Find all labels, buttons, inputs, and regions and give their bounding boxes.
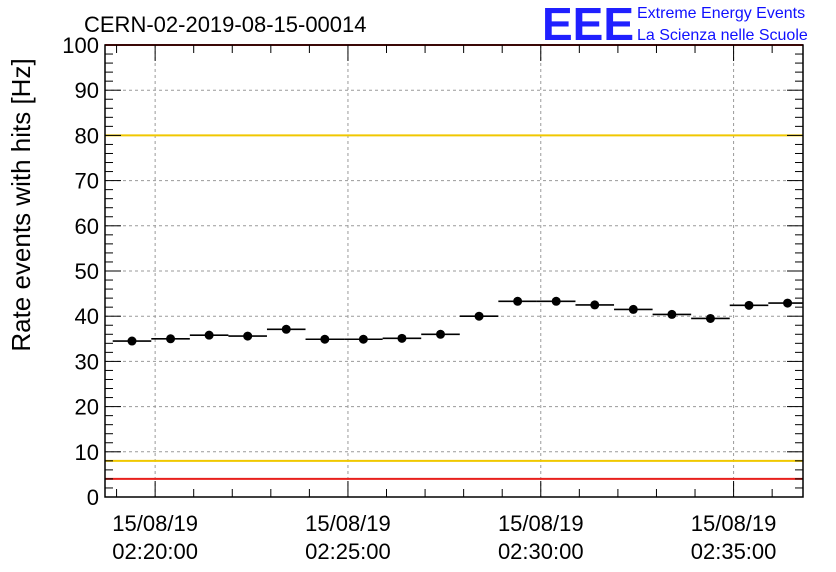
data-point <box>204 330 214 340</box>
data-point <box>281 324 291 334</box>
grid-lines <box>105 45 803 497</box>
data-point <box>243 331 253 341</box>
x-tick-time: 02:30:00 <box>498 539 584 564</box>
y-tick-label: 60 <box>75 214 99 239</box>
y-tick-label: 80 <box>75 123 99 148</box>
x-tick-date: 15/08/19 <box>112 511 198 536</box>
data-point <box>513 296 523 306</box>
x-tick-time: 02:20:00 <box>112 539 198 564</box>
logo-line-1: Extreme Energy Events <box>637 5 805 22</box>
data-point <box>358 334 368 344</box>
data-point <box>628 304 638 314</box>
y-tick-label: 40 <box>75 304 99 329</box>
data-point <box>320 334 330 344</box>
chart-title: CERN-02-2019-08-15-00014 <box>84 12 367 37</box>
y-tick-label: 10 <box>75 440 99 465</box>
y-tick-label: 0 <box>87 485 99 510</box>
data-point <box>397 333 407 343</box>
y-tick-label: 20 <box>75 395 99 420</box>
data-point <box>667 309 677 319</box>
y-tick-label: 50 <box>75 259 99 284</box>
x-tick-date: 15/08/19 <box>305 511 391 536</box>
plot-frame <box>104 44 804 498</box>
data-point <box>744 300 754 310</box>
data-point <box>783 298 793 308</box>
y-axis-label: Rate events with hits [Hz] <box>6 58 36 351</box>
reference-lines <box>105 44 803 480</box>
data-point <box>705 313 715 323</box>
eee-logo: EEE Extreme Energy Events La Scienza nel… <box>542 0 808 50</box>
y-tick-label: 70 <box>75 169 99 194</box>
logo-mark: EEE <box>542 0 634 50</box>
y-tick-label: 100 <box>62 33 99 58</box>
data-point <box>590 300 600 310</box>
y-tick-label: 30 <box>75 349 99 374</box>
data-points <box>112 296 803 346</box>
x-tick-date: 15/08/19 <box>691 511 777 536</box>
data-point <box>551 296 561 306</box>
y-tick-label: 90 <box>75 78 99 103</box>
x-tick-time: 02:35:00 <box>691 539 777 564</box>
data-point <box>474 311 484 321</box>
axes: 0 10 20 30 40 50 60 70 80 90 100 15/08/19 02:20:00 15… <box>62 33 804 564</box>
data-point <box>127 336 137 346</box>
data-point <box>436 329 446 339</box>
x-tick-date: 15/08/19 <box>498 511 584 536</box>
data-point <box>166 334 176 344</box>
logo-line-2: La Scienza nelle Scuole <box>637 27 808 44</box>
x-tick-time: 02:25:00 <box>305 539 391 564</box>
